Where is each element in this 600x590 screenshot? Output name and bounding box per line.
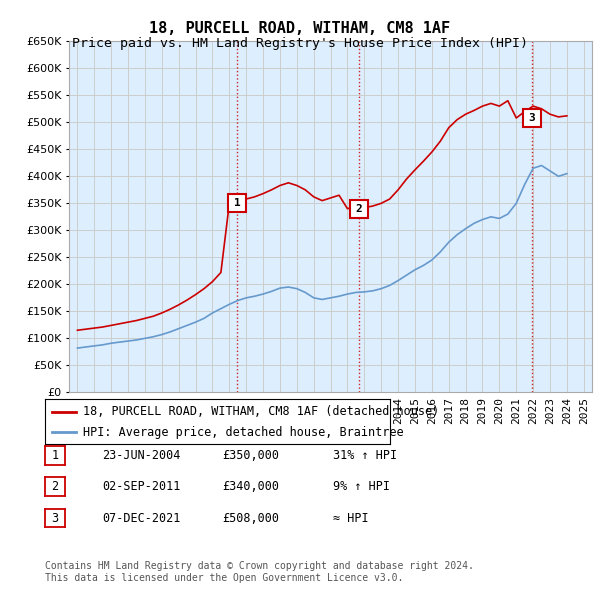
Text: 1: 1 [52, 449, 58, 462]
Text: 1: 1 [234, 198, 241, 208]
Text: 3: 3 [529, 113, 535, 123]
Text: 31% ↑ HPI: 31% ↑ HPI [333, 449, 397, 462]
Text: ≈ HPI: ≈ HPI [333, 512, 368, 525]
Text: 02-SEP-2011: 02-SEP-2011 [102, 480, 181, 493]
Text: 18, PURCELL ROAD, WITHAM, CM8 1AF (detached house): 18, PURCELL ROAD, WITHAM, CM8 1AF (detac… [83, 405, 439, 418]
Text: 18, PURCELL ROAD, WITHAM, CM8 1AF: 18, PURCELL ROAD, WITHAM, CM8 1AF [149, 21, 451, 35]
Text: 9% ↑ HPI: 9% ↑ HPI [333, 480, 390, 493]
Text: Price paid vs. HM Land Registry's House Price Index (HPI): Price paid vs. HM Land Registry's House … [72, 37, 528, 50]
Text: 23-JUN-2004: 23-JUN-2004 [102, 449, 181, 462]
Text: £508,000: £508,000 [222, 512, 279, 525]
Text: 2: 2 [355, 204, 362, 214]
Text: 07-DEC-2021: 07-DEC-2021 [102, 512, 181, 525]
Text: Contains HM Land Registry data © Crown copyright and database right 2024.
This d: Contains HM Land Registry data © Crown c… [45, 561, 474, 583]
Text: £340,000: £340,000 [222, 480, 279, 493]
Text: £350,000: £350,000 [222, 449, 279, 462]
Text: 2: 2 [52, 480, 58, 493]
Text: 3: 3 [52, 512, 58, 525]
Text: HPI: Average price, detached house, Braintree: HPI: Average price, detached house, Brai… [83, 425, 404, 438]
